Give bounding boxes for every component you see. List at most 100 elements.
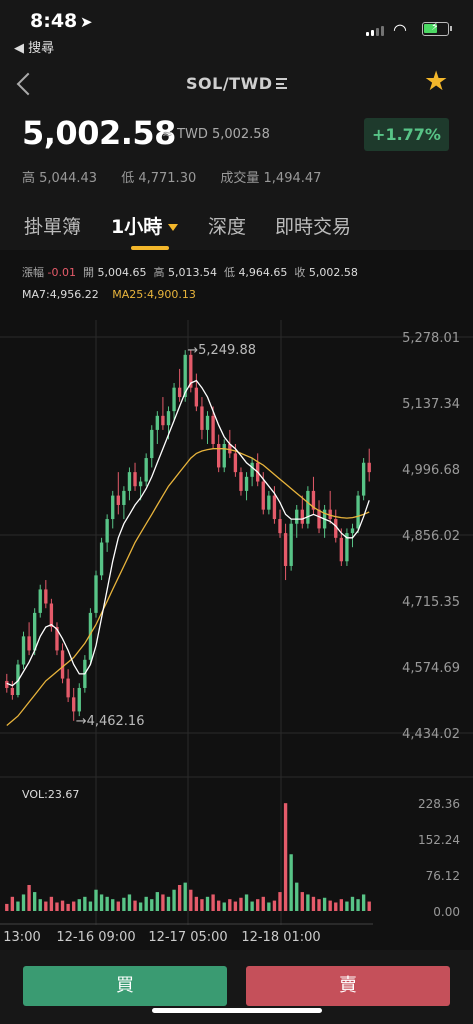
volume-label: 成交量 [220, 171, 260, 186]
volume-bar [38, 899, 42, 911]
volume-bar [116, 901, 120, 911]
candle-body [122, 490, 126, 505]
volume-bar [44, 901, 48, 911]
wifi-icon: ◠ [393, 20, 407, 39]
candle-body [278, 519, 282, 534]
candle-body [44, 589, 48, 604]
volume-value: 1,494.47 [263, 171, 322, 186]
ohlc-readout: 漲幅 -0.01 開 5,004.65 高 5,013.54 低 4,964.6… [22, 264, 358, 280]
top-nav: SOL/TWD ★ [0, 64, 473, 106]
ma7-line [6, 379, 370, 687]
status-time: 8:48 [30, 10, 78, 32]
candle-body [144, 458, 148, 482]
x-tick-label: 12-18 01:00 [241, 930, 320, 945]
y-tick-label: 4,856.02 [402, 529, 460, 544]
candle-body [350, 528, 355, 534]
candle-body [60, 650, 65, 679]
buy-button[interactable]: 買 [23, 966, 227, 1006]
ma25-line [6, 448, 370, 726]
x-tick-label: 13:00 [3, 930, 40, 945]
vol-tick-label: 76.12 [426, 869, 460, 883]
volume-bar [161, 894, 165, 911]
candle-body [317, 509, 321, 529]
candle-body [183, 354, 187, 398]
high-value: 5,044.43 [39, 171, 98, 186]
volume-bar [133, 900, 137, 911]
volume-bar [367, 901, 371, 911]
ma25-value: MA25:4,900.13 [112, 288, 196, 301]
signal-icon [366, 24, 386, 36]
candle-body [150, 429, 154, 459]
ma7-value: MA7:4,956.22 [22, 288, 99, 301]
pair-title[interactable]: SOL/TWD [186, 74, 273, 93]
volume-bar [239, 897, 243, 911]
tab-1h[interactable]: 1小時 [111, 212, 179, 239]
volume-bar [127, 894, 132, 911]
vol-tick-label: 0.00 [433, 905, 460, 919]
back-to-app-link[interactable]: ◀ 搜尋 [14, 41, 55, 56]
low-value: 4,771.30 [138, 171, 197, 186]
volume-bar [283, 803, 288, 911]
candle-body [216, 443, 221, 468]
ohlc-high-label: 高 [153, 266, 165, 279]
candle-body [77, 687, 81, 712]
sell-button[interactable]: 賣 [246, 966, 450, 1006]
ohlc-open-label: 開 [82, 266, 94, 279]
candle-body [177, 387, 182, 398]
vol-tick-label: 152.24 [418, 833, 460, 847]
ohlc-close-label: 收 [294, 266, 306, 279]
vol-tick-label: 228.36 [418, 797, 460, 811]
location-icon: ➤ [80, 13, 93, 31]
volume-bar [250, 901, 254, 911]
high-label: 高 [22, 171, 36, 186]
candle-body [99, 542, 104, 576]
candle-body [367, 462, 371, 473]
y-tick-label: 4,574.69 [402, 661, 460, 676]
volume-bar [183, 882, 187, 911]
x-tick-label: 12-17 05:00 [148, 930, 227, 945]
candle-body [138, 481, 143, 487]
candle-body [345, 533, 349, 562]
y-tick-label: 4,434.02 [402, 727, 460, 742]
volume-bar [5, 903, 9, 911]
volume-bar [21, 894, 26, 911]
favorite-star-icon[interactable]: ★ [424, 66, 449, 97]
ohlc-low-label: 低 [223, 266, 235, 279]
volume-bar [233, 901, 238, 911]
volume-bar [155, 892, 160, 911]
candle-body [5, 680, 9, 688]
pair-menu-icon[interactable] [276, 78, 287, 89]
candle-body [300, 509, 304, 524]
volume-bar [322, 897, 327, 911]
tab-trades[interactable]: 即時交易 [275, 216, 352, 238]
volume-bar [189, 889, 193, 911]
volume-bar [216, 900, 221, 911]
candle-body [127, 472, 132, 491]
volume-bar [177, 884, 182, 911]
volume-bar [306, 894, 310, 911]
volume-bar [345, 901, 349, 911]
volume-bar [10, 896, 15, 911]
volume-bar [60, 900, 65, 911]
chart-area[interactable] [0, 250, 473, 950]
candle-body [222, 443, 226, 468]
candle-body [289, 523, 293, 566]
candle-body [38, 589, 42, 613]
candle-body [283, 533, 288, 566]
candle-body [200, 406, 204, 430]
tab-orderbook[interactable]: 掛單簿 [24, 216, 82, 238]
candle-body [356, 495, 360, 529]
volume-bar [72, 901, 76, 911]
candle-body [94, 575, 98, 613]
tab-depth[interactable]: 深度 [208, 216, 247, 238]
approx-price: ≈ TWD 5,002.58 [162, 127, 270, 142]
candlestick-chart[interactable]: 5,278.01 5,137.34 4,996.68 4,856.02 4,715.35… [0, 0, 473, 960]
volume-bar [267, 902, 271, 911]
candle-body [272, 495, 277, 520]
candle-body [55, 626, 59, 651]
status-bar: 8:48 ➤ ◀ 搜尋 ◠ ⚡ [0, 0, 473, 56]
volume-bar [16, 901, 20, 911]
ohlc-high: 5,013.54 [167, 266, 217, 279]
volume-bar [77, 899, 81, 911]
volume-bar [317, 899, 321, 911]
